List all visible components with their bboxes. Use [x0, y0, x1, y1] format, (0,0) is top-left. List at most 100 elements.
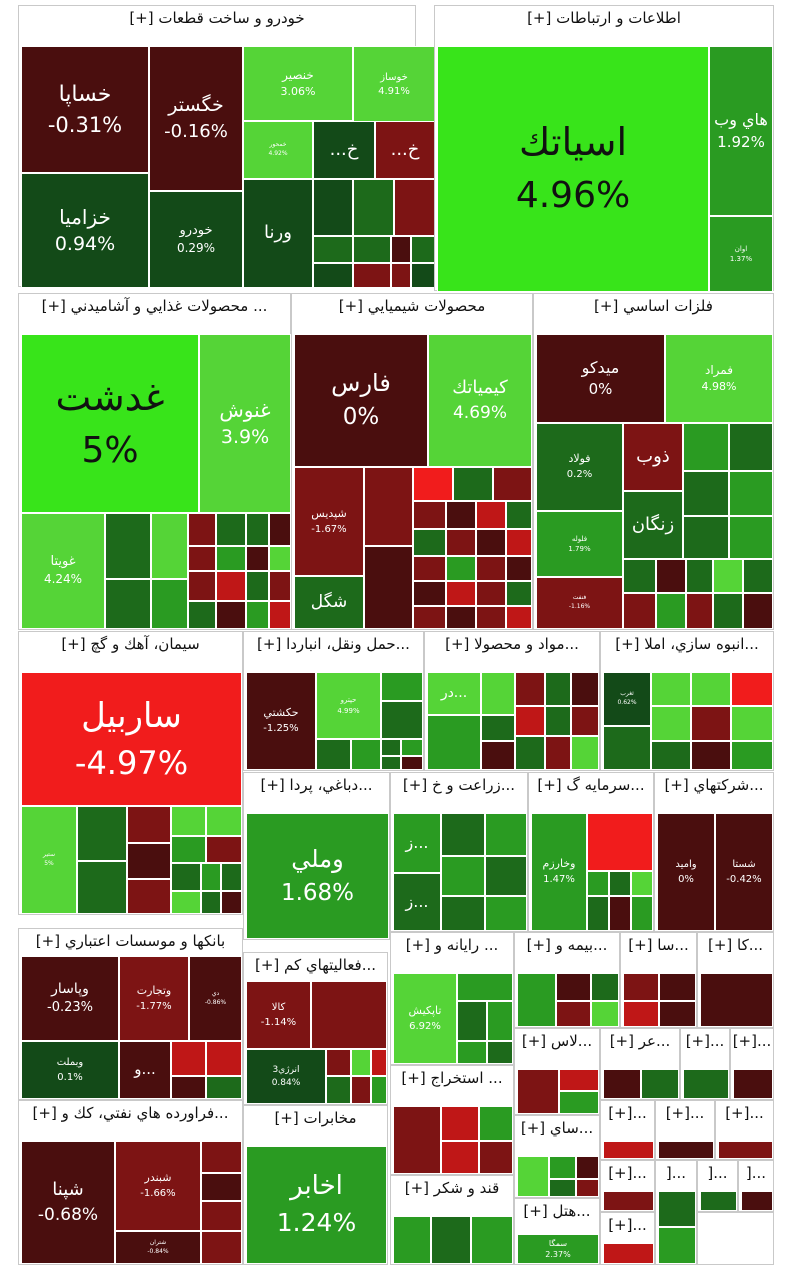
sector-header[interactable]: مخابرات [+]: [274, 1109, 357, 1127]
sector-header[interactable]: ...[+]: [725, 1104, 764, 1122]
stock-tile[interactable]: [485, 813, 527, 856]
stock-tile[interactable]: فنفت -1.16%: [536, 577, 623, 629]
stock-tile[interactable]: خمحور 4.92%: [243, 121, 313, 179]
stock-tile[interactable]: [506, 556, 532, 581]
stock-tile[interactable]: شتران -0.84%: [115, 1231, 201, 1264]
stock-tile[interactable]: [446, 581, 476, 606]
stock-tile[interactable]: [623, 593, 656, 629]
stock-tile[interactable]: [576, 1179, 599, 1197]
stock-tile[interactable]: [171, 863, 201, 891]
stock-tile[interactable]: ...ز: [393, 813, 441, 873]
sector-sai[interactable]: ...ساي [+]: [514, 1115, 600, 1198]
stock-tile[interactable]: [326, 1049, 351, 1076]
stock-tile[interactable]: [216, 571, 246, 601]
stock-tile[interactable]: [481, 672, 515, 715]
stock-tile[interactable]: [401, 756, 423, 770]
stock-tile[interactable]: فارس 0%: [294, 334, 428, 467]
stock-tile[interactable]: [441, 813, 485, 856]
sector-s6[interactable]: ...[+]: [655, 1100, 715, 1160]
sector-s13[interactable]: [697, 1212, 774, 1265]
stock-tile[interactable]: [479, 1141, 513, 1174]
stock-tile[interactable]: وتجارت -1.77%: [119, 956, 189, 1041]
sector-s11[interactable]: ...[: [697, 1160, 738, 1212]
sector-header[interactable]: ...سرمايه گ [+]: [537, 776, 645, 794]
stock-tile[interactable]: [481, 715, 515, 741]
stock-tile[interactable]: [381, 672, 423, 701]
stock-tile[interactable]: [683, 423, 729, 471]
stock-tile[interactable]: [603, 1069, 641, 1099]
stock-tile[interactable]: [201, 1201, 242, 1231]
sector-s12[interactable]: ...[: [738, 1160, 774, 1212]
stock-tile[interactable]: [351, 1076, 371, 1104]
stock-tile[interactable]: [364, 546, 413, 629]
stock-tile[interactable]: [364, 467, 413, 546]
stock-tile[interactable]: [591, 973, 619, 1001]
stock-tile[interactable]: [391, 236, 411, 263]
stock-tile[interactable]: [479, 1106, 513, 1141]
sector-header[interactable]: ...[: [707, 1164, 728, 1182]
sector-header[interactable]: ...دباغي، پردا [+]: [260, 776, 373, 794]
stock-tile[interactable]: [731, 741, 773, 770]
stock-tile[interactable]: شستا -0.42%: [715, 813, 773, 931]
sector-header[interactable]: ...كا [+]: [707, 936, 764, 954]
stock-tile[interactable]: وپاسار -0.23%: [21, 956, 119, 1041]
stock-tile[interactable]: [651, 672, 691, 706]
stock-tile[interactable]: [171, 1041, 206, 1076]
stock-tile[interactable]: اوان 1.37%: [709, 216, 773, 292]
sector-header[interactable]: محصولات شيميايي [+]: [338, 297, 486, 315]
stock-tile[interactable]: [206, 836, 242, 863]
stock-tile[interactable]: [413, 556, 446, 581]
stock-tile[interactable]: [269, 513, 291, 546]
stock-tile[interactable]: [171, 1076, 206, 1099]
stock-tile[interactable]: خساپا -0.31%: [21, 46, 149, 173]
stock-tile[interactable]: [571, 736, 599, 770]
sector-s4[interactable]: ...[+]: [730, 1028, 774, 1100]
stock-tile[interactable]: [691, 672, 731, 706]
sector-food[interactable]: ... محصولات غذايي و آشاميدني [+] غدشت 5% غن…: [18, 293, 291, 630]
stock-tile[interactable]: [549, 1179, 576, 1197]
stock-tile[interactable]: خودرو 0.29%: [149, 191, 243, 288]
stock-tile[interactable]: [313, 263, 353, 288]
stock-tile[interactable]: [713, 593, 743, 629]
stock-tile[interactable]: غدشت 5%: [21, 334, 199, 513]
stock-tile[interactable]: [246, 571, 269, 601]
stock-tile[interactable]: [151, 579, 188, 629]
stock-tile[interactable]: [713, 559, 743, 593]
stock-tile[interactable]: [700, 1191, 737, 1211]
stock-tile[interactable]: [77, 806, 127, 861]
sector-ar[interactable]: ...عر [+]: [600, 1028, 680, 1100]
sector-s7[interactable]: ...[+]: [715, 1100, 774, 1160]
stock-tile[interactable]: حپترو 4.99%: [316, 672, 381, 739]
stock-tile[interactable]: [485, 856, 527, 896]
sector-materials[interactable]: ...مواد و محصولا [+] ...در: [424, 631, 600, 771]
stock-tile[interactable]: [631, 896, 653, 931]
stock-tile[interactable]: [413, 501, 446, 529]
stock-tile[interactable]: [446, 556, 476, 581]
stock-tile[interactable]: خزاميا 0.94%: [21, 173, 149, 288]
stock-tile[interactable]: [371, 1076, 387, 1104]
stock-tile[interactable]: [729, 471, 773, 516]
stock-tile[interactable]: وبملت 0.1%: [21, 1041, 119, 1099]
stock-tile[interactable]: [631, 871, 653, 896]
stock-tile[interactable]: [476, 581, 506, 606]
stock-tile[interactable]: شپنا -0.68%: [21, 1141, 115, 1264]
sector-header[interactable]: ...[: [745, 1164, 767, 1182]
stock-tile[interactable]: [651, 706, 691, 741]
stock-tile[interactable]: [411, 263, 435, 288]
stock-tile[interactable]: [743, 559, 773, 593]
sector-header[interactable]: فلزات اساسي [+]: [594, 297, 713, 315]
stock-tile[interactable]: اخابر 1.24%: [246, 1146, 387, 1264]
sector-banks[interactable]: بانكها و موسسات اعتباري [+] وپاسار -0.23% و…: [18, 928, 243, 1100]
stock-tile[interactable]: [571, 706, 599, 736]
stock-tile[interactable]: [571, 672, 599, 706]
sector-ka[interactable]: ...كا [+]: [697, 932, 774, 1028]
stock-tile[interactable]: [441, 896, 485, 931]
sector-header[interactable]: ...ساي [+]: [520, 1119, 594, 1137]
stock-tile[interactable]: فولاد 0.2%: [536, 423, 623, 511]
stock-tile[interactable]: [691, 741, 731, 770]
stock-tile[interactable]: فمراد 4.98%: [665, 334, 773, 423]
stock-tile[interactable]: [316, 739, 351, 770]
stock-tile[interactable]: [659, 1001, 696, 1027]
stock-tile[interactable]: [493, 467, 532, 501]
stock-tile[interactable]: [188, 571, 216, 601]
